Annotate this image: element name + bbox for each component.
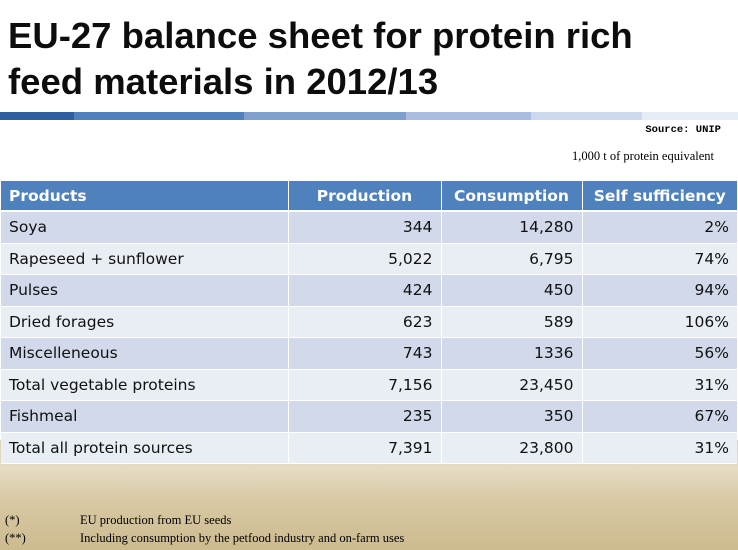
cell-production: 344 (288, 211, 442, 244)
cell-product: Dried forages (1, 306, 289, 338)
footnote-text: Including consumption by the petfood ind… (80, 531, 405, 545)
band-segment (243, 112, 406, 120)
cell-production: 5,022 (288, 243, 442, 275)
page-title: EU-27 balance sheet for protein rich fee… (8, 13, 633, 105)
cell-product: Miscelleneous (1, 337, 289, 370)
table-row: Fishmeal 235 350 67% (1, 400, 737, 433)
table-row: Total all protein sources 7,391 23,800 3… (1, 432, 737, 464)
cell-production: 235 (288, 400, 442, 433)
cell-production: 424 (288, 274, 442, 307)
table-row: Soya 344 14,280 2% (1, 211, 737, 244)
cell-self-sufficiency: 67% (582, 400, 737, 433)
title-line-1: EU-27 balance sheet for protein rich (8, 15, 633, 56)
header-production: Production (288, 181, 442, 212)
table-row: Rapeseed + sunflower 5,022 6,795 74% (1, 243, 737, 275)
band-segment (642, 112, 738, 120)
band-segment (0, 112, 74, 120)
footnote-mark: (**) (5, 531, 26, 545)
cell-consumption: 14,280 (441, 211, 583, 244)
band-segment (73, 112, 244, 120)
cell-self-sufficiency: 56% (582, 337, 737, 370)
cell-production: 623 (288, 306, 442, 338)
cell-product: Total vegetable proteins (1, 369, 289, 401)
cell-consumption: 350 (441, 400, 583, 433)
cell-product: Rapeseed + sunflower (1, 243, 289, 275)
cell-self-sufficiency: 106% (582, 306, 737, 338)
header-self-sufficiency: Self sufficiency (582, 181, 737, 212)
footnote-mark: (*) (5, 513, 20, 527)
decorative-color-band (0, 112, 738, 120)
cell-self-sufficiency: 94% (582, 274, 737, 307)
cell-production: 7,156 (288, 369, 442, 401)
table-row: Miscelleneous 743 1336 56% (1, 337, 737, 370)
footnote-text: EU production from EU seeds (80, 513, 232, 527)
table-row: Total vegetable proteins 7,156 23,450 31… (1, 369, 737, 401)
footnotes: (*) EU production from EU seeds (**) Inc… (5, 511, 404, 547)
cell-product: Total all protein sources (1, 432, 289, 464)
cell-consumption: 1336 (441, 337, 583, 370)
cell-product: Soya (1, 211, 289, 244)
header-consumption: Consumption (441, 181, 583, 212)
cell-product: Pulses (1, 274, 289, 307)
table-row: Dried forages 623 589 106% (1, 306, 737, 338)
cell-consumption: 23,450 (441, 369, 583, 401)
band-segment (405, 112, 532, 120)
cell-production: 7,391 (288, 432, 442, 464)
table-header-row: Products Production Consumption Self suf… (1, 181, 737, 212)
header-products: Products (1, 181, 289, 212)
cell-self-sufficiency: 31% (582, 432, 737, 464)
band-segment (531, 112, 643, 120)
unit-note: 1,000 t of protein equivalent (572, 149, 714, 163)
cell-product: Fishmeal (1, 400, 289, 433)
cell-consumption: 589 (441, 306, 583, 338)
cell-consumption: 450 (441, 274, 583, 307)
footnote: (**) Including consumption by the petfoo… (5, 529, 404, 547)
balance-sheet-table: Products Production Consumption Self suf… (1, 181, 737, 464)
cell-self-sufficiency: 31% (582, 369, 737, 401)
table-row: Pulses 424 450 94% (1, 274, 737, 307)
cell-consumption: 23,800 (441, 432, 583, 464)
cell-self-sufficiency: 2% (582, 211, 737, 244)
footnote: (*) EU production from EU seeds (5, 511, 404, 529)
source-label: Source: UNIP (645, 124, 721, 136)
cell-self-sufficiency: 74% (582, 243, 737, 275)
title-line-2: feed materials in 2012/13 (8, 61, 439, 102)
cell-consumption: 6,795 (441, 243, 583, 275)
cell-production: 743 (288, 337, 442, 370)
